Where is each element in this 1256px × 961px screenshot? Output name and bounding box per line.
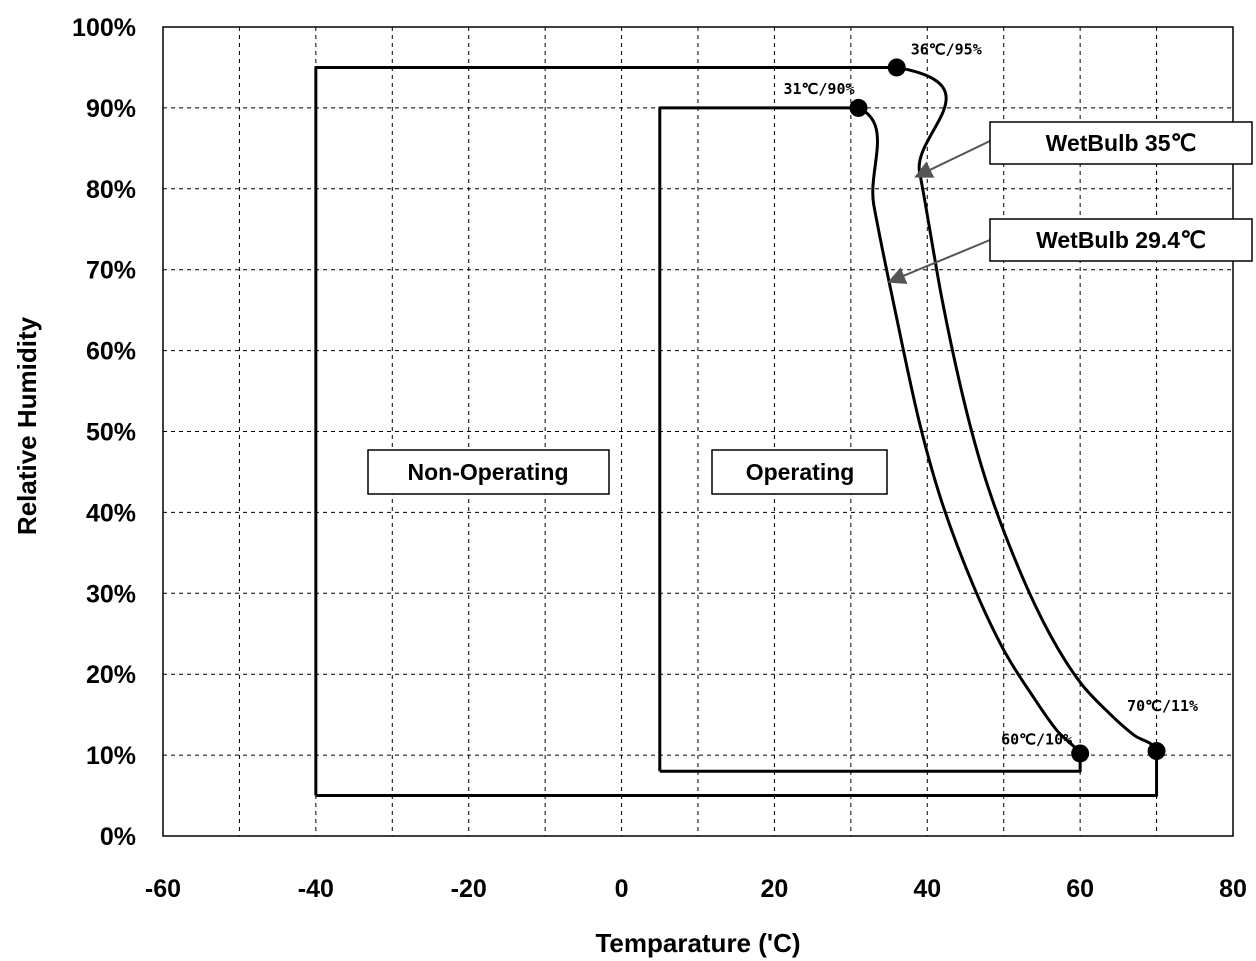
annotation-arrow	[887, 239, 991, 284]
y-tick-label: 50%	[86, 419, 136, 447]
point-marker	[1147, 742, 1166, 761]
annotation-wetbulb-35: WetBulb 35℃	[914, 121, 1253, 178]
annotation-box	[989, 218, 1253, 262]
x-tick-label: 0	[615, 875, 629, 903]
annotation-arrow	[914, 140, 991, 178]
annotation-wetbulb-29-4: WetBulb 29.4℃	[887, 218, 1253, 284]
y-tick-label: 10%	[86, 742, 136, 770]
x-tick-label: -40	[298, 875, 334, 903]
x-tick-label: 40	[913, 875, 941, 903]
region-label-operating: Operating	[711, 449, 888, 495]
y-axis-ticks: 0% 10% 20% 30% 40% 50% 60% 70% 80% 90% 100%	[72, 14, 136, 851]
point-label: 31℃/90%	[783, 80, 854, 98]
annotation-box	[989, 121, 1253, 165]
x-axis-ticks: -60 -40 -20 0 20 40 60 80	[145, 875, 1247, 903]
x-tick-label: 20	[761, 875, 789, 903]
x-tick-label: 60	[1066, 875, 1094, 903]
y-tick-label: 30%	[86, 580, 136, 608]
point-marker	[1071, 744, 1090, 763]
y-tick-label: 90%	[86, 95, 136, 123]
annotation-text: WetBulb 29.4℃	[1036, 227, 1206, 253]
point-label: 60℃/10%	[1001, 730, 1072, 748]
x-tick-label: -60	[145, 875, 181, 903]
annotation-text: WetBulb 35℃	[1046, 130, 1197, 156]
y-tick-label: 20%	[86, 661, 136, 689]
point-label: 36℃/95%	[911, 40, 982, 58]
region-label-text: Operating	[746, 459, 855, 485]
y-tick-label: 80%	[86, 176, 136, 204]
point-marker	[887, 58, 906, 77]
y-axis-title: Relative Humidity	[12, 316, 42, 535]
y-tick-label: 40%	[86, 499, 136, 527]
y-tick-label: 70%	[86, 257, 136, 285]
point-markers	[849, 58, 1166, 763]
x-tick-label: -20	[451, 875, 487, 903]
x-tick-label: 80	[1219, 875, 1247, 903]
x-axis-title: Temparature ('C)	[595, 928, 800, 958]
point-label: 70℃/11%	[1127, 697, 1198, 715]
point-labels: 36℃/95% 31℃/90% 60℃/10% 70℃/11%	[783, 40, 1198, 748]
y-tick-label: 100%	[72, 14, 136, 42]
region-label-box	[711, 449, 888, 495]
y-tick-label: 0%	[100, 823, 136, 851]
series-line-operating	[658, 106, 1082, 773]
y-tick-label: 60%	[86, 338, 136, 366]
region-label-non-operating: Non-Operating	[367, 449, 610, 495]
point-marker	[849, 98, 868, 117]
region-label-text: Non-Operating	[408, 459, 569, 485]
grid	[163, 27, 1233, 836]
region-label-box	[367, 449, 610, 495]
plot-frame	[162, 26, 1234, 837]
